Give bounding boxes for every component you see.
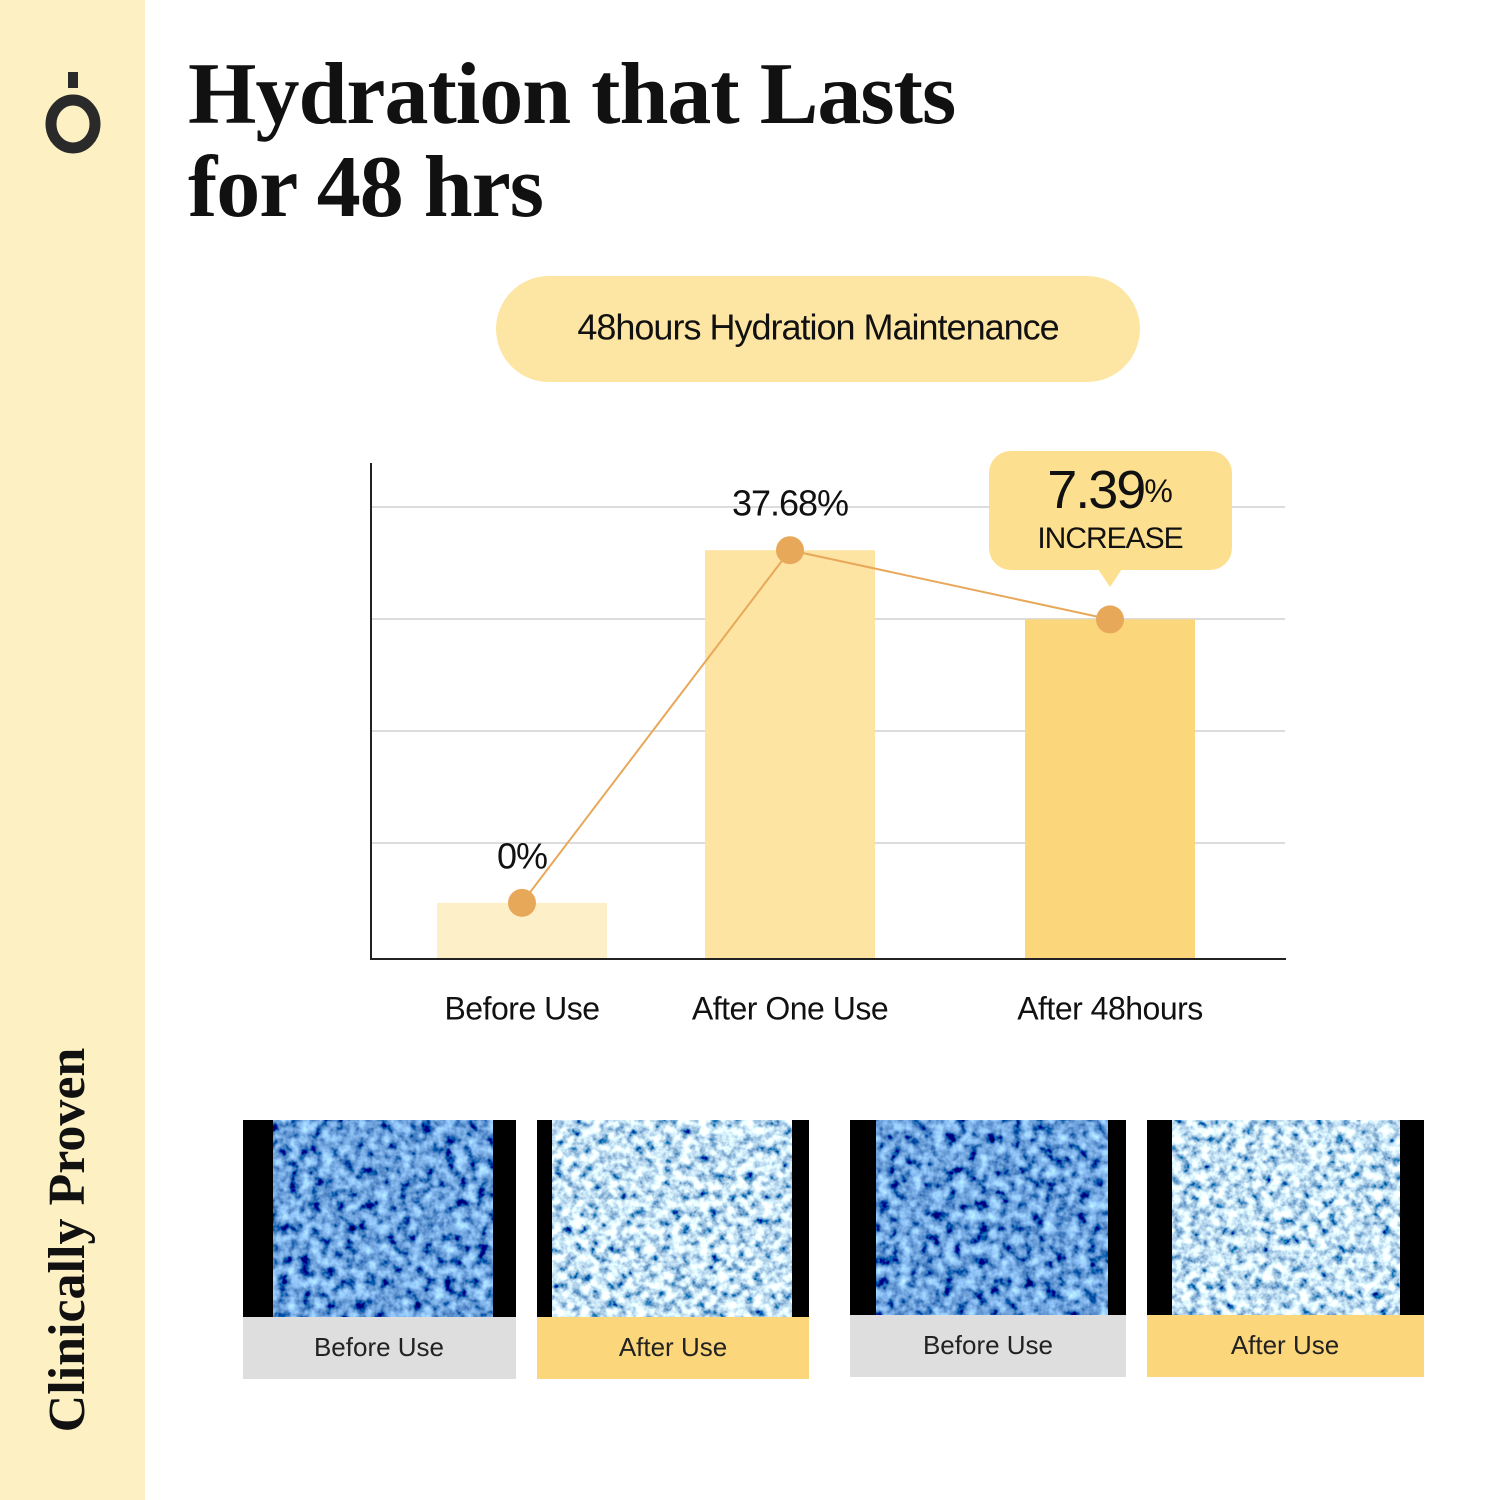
- caption-bg: [850, 1315, 1126, 1377]
- callout-number: 7.39: [1047, 460, 1144, 520]
- title: for 48 hrs: [188, 139, 543, 236]
- chart: Before Use 0% After One Use 37.68% After 48h…: [437, 483, 1203, 1026]
- callout-pointer: [1098, 569, 1122, 587]
- x-tick-label: After One Use: [692, 990, 888, 1026]
- tagline: Clinically Proven: [39, 1048, 96, 1433]
- bar: [1025, 619, 1195, 959]
- logo: [45, 94, 101, 154]
- caption-bg: [537, 1317, 809, 1379]
- caption-bg: [243, 1317, 516, 1379]
- callout-text: INCREASE: [1037, 522, 1182, 555]
- point: [776, 536, 804, 565]
- caption: After Use: [1231, 1330, 1339, 1360]
- point: [1096, 605, 1124, 634]
- callout: 7.39% INCREASE: [989, 451, 1232, 587]
- chart-title-pill: [496, 276, 1140, 382]
- bar: [705, 550, 875, 959]
- caption: After Use: [619, 1332, 727, 1362]
- x-tick-label: After 48hours: [1017, 990, 1203, 1026]
- caption-bg: [1147, 1315, 1424, 1377]
- logo-mark: [68, 72, 78, 88]
- x-tick-label: Before Use: [444, 990, 599, 1026]
- chart-title: 48hours Hydration Maintenance: [577, 307, 1058, 348]
- value-label: 37.68%: [732, 483, 848, 524]
- value-label: 0%: [497, 835, 547, 876]
- caption: Before Use: [923, 1330, 1053, 1360]
- photo: [552, 1120, 792, 1317]
- callout-box: [989, 451, 1232, 570]
- sidebar: [0, 0, 145, 1500]
- photos: Before Use After Use Before Use After Us…: [243, 1120, 1424, 1379]
- point: [508, 888, 536, 917]
- caption: Before Use: [314, 1332, 444, 1362]
- callout-unit: %: [1144, 473, 1172, 509]
- photo: [876, 1120, 1108, 1315]
- callout-value: 7.39%: [1047, 460, 1173, 520]
- title: Hydration that Lasts: [188, 46, 955, 143]
- photo: [1172, 1120, 1400, 1315]
- photo: [273, 1120, 493, 1317]
